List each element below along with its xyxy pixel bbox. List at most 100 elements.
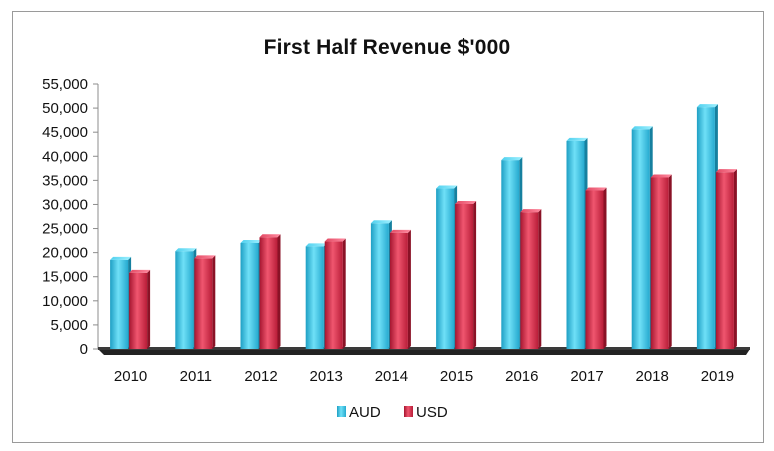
x-tick-label: 2015: [440, 368, 473, 385]
y-tick-label: 30,000: [42, 196, 88, 213]
bar-front-aud: [566, 140, 585, 349]
x-tick-label: 2017: [570, 368, 603, 385]
bar-top-aud: [436, 185, 458, 189]
bar-side-usd: [733, 169, 737, 349]
x-tick-label: 2013: [310, 368, 343, 385]
bar-top-aud: [631, 126, 653, 130]
bar-usd-2013: [324, 238, 346, 349]
bar-top-usd: [455, 200, 477, 204]
y-tick-label: 45,000: [42, 124, 88, 141]
bar-top-usd: [259, 234, 281, 238]
y-tick-label: 50,000: [42, 100, 88, 117]
bar-front-usd: [194, 258, 213, 349]
bar-top-usd: [129, 269, 151, 273]
bar-usd-2010: [129, 269, 151, 349]
legend-swatch-usd: [404, 406, 413, 417]
legend-label-aud: AUD: [349, 404, 381, 421]
axis-layer: [93, 83, 750, 355]
x-tick-label: 2011: [180, 368, 212, 385]
bar-top-aud: [175, 248, 197, 252]
bar-front-aud: [240, 243, 259, 349]
x-tick-label: 2019: [701, 368, 734, 385]
bar-top-usd: [585, 187, 607, 191]
legend-item-aud: AUD: [337, 404, 381, 421]
bar-top-aud: [305, 243, 327, 247]
y-tick-label: 35,000: [42, 172, 88, 189]
bar-top-aud: [370, 220, 392, 224]
bar-front-usd: [455, 203, 474, 349]
bar-aud-2013: [305, 243, 327, 349]
y-tick-label: 0: [80, 341, 88, 358]
bar-side-usd: [277, 234, 281, 349]
bar-top-aud: [566, 137, 588, 141]
bar-side-usd: [407, 229, 411, 349]
bar-top-usd: [715, 169, 737, 173]
bar-front-aud: [370, 223, 389, 349]
bar-aud-2018: [631, 126, 653, 349]
bar-front-aud: [305, 246, 324, 349]
bar-aud-2014: [370, 220, 392, 349]
labels-layer: 0 5,000 10,000 15,000 20,000 25,000 30,000 35,0…: [42, 76, 734, 385]
bar-usd-2019: [715, 169, 737, 349]
bar-front-usd: [650, 177, 669, 349]
legend-label-usd: USD: [416, 404, 448, 421]
bar-top-aud: [696, 104, 718, 108]
chart-title: First Half Revenue $'000: [263, 36, 511, 59]
bar-side-usd: [668, 174, 672, 349]
bar-front-aud: [110, 259, 129, 349]
y-tick-label: 40,000: [42, 148, 88, 165]
x-tick-label: 2010: [114, 368, 147, 385]
bar-usd-2011: [194, 255, 216, 349]
x-tick-label: 2016: [505, 368, 538, 385]
bar-top-aud: [240, 240, 262, 243]
bar-side-usd: [538, 209, 542, 349]
bar-side-usd: [342, 238, 346, 349]
bar-aud-2012: [240, 240, 262, 349]
bar-front-usd: [520, 212, 539, 349]
bar-side-usd: [603, 187, 607, 349]
bar-top-usd: [194, 255, 216, 259]
bar-usd-2018: [650, 174, 672, 349]
y-tick-label: 20,000: [42, 245, 88, 262]
chart-floor: [98, 349, 750, 355]
bar-front-aud: [696, 107, 715, 349]
bar-front-usd: [585, 190, 604, 349]
bar-front-usd: [715, 172, 734, 349]
y-tick-label: 15,000: [42, 269, 88, 286]
bar-aud-2015: [436, 185, 458, 349]
bar-aud-2010: [110, 256, 132, 349]
y-tick-label: 55,000: [42, 76, 88, 93]
y-tick-label: 10,000: [42, 293, 88, 310]
bar-top-usd: [389, 229, 411, 233]
bar-front-aud: [436, 188, 455, 349]
bar-side-usd: [147, 269, 151, 349]
x-tick-label: 2014: [375, 368, 408, 385]
x-tick-label: 2018: [636, 368, 669, 385]
bar-usd-2015: [455, 200, 477, 349]
bar-side-usd: [473, 200, 477, 349]
bar-top-usd: [520, 209, 542, 213]
bar-front-aud: [501, 160, 520, 349]
bar-front-usd: [129, 272, 148, 349]
bar-front-usd: [259, 237, 278, 349]
bar-front-aud: [631, 129, 650, 349]
bar-front-aud: [175, 251, 194, 349]
legend-swatch-aud: [337, 406, 346, 417]
bars-layer: [110, 104, 737, 349]
bar-front-usd: [324, 241, 343, 349]
bar-usd-2012: [259, 234, 281, 349]
bar-aud-2016: [501, 157, 523, 349]
bar-front-usd: [389, 232, 408, 349]
y-tick-label: 5,000: [50, 317, 88, 334]
y-tick-label: 25,000: [42, 221, 88, 238]
bar-usd-2016: [520, 209, 542, 349]
bar-aud-2017: [566, 137, 588, 349]
legend-item-usd: USD: [404, 404, 448, 421]
x-tick-label: 2012: [244, 368, 277, 385]
bar-aud-2019: [696, 104, 718, 349]
bar-top-usd: [324, 238, 346, 242]
bar-aud-2011: [175, 248, 197, 349]
bar-top-aud: [110, 256, 132, 260]
bar-top-aud: [501, 157, 523, 161]
